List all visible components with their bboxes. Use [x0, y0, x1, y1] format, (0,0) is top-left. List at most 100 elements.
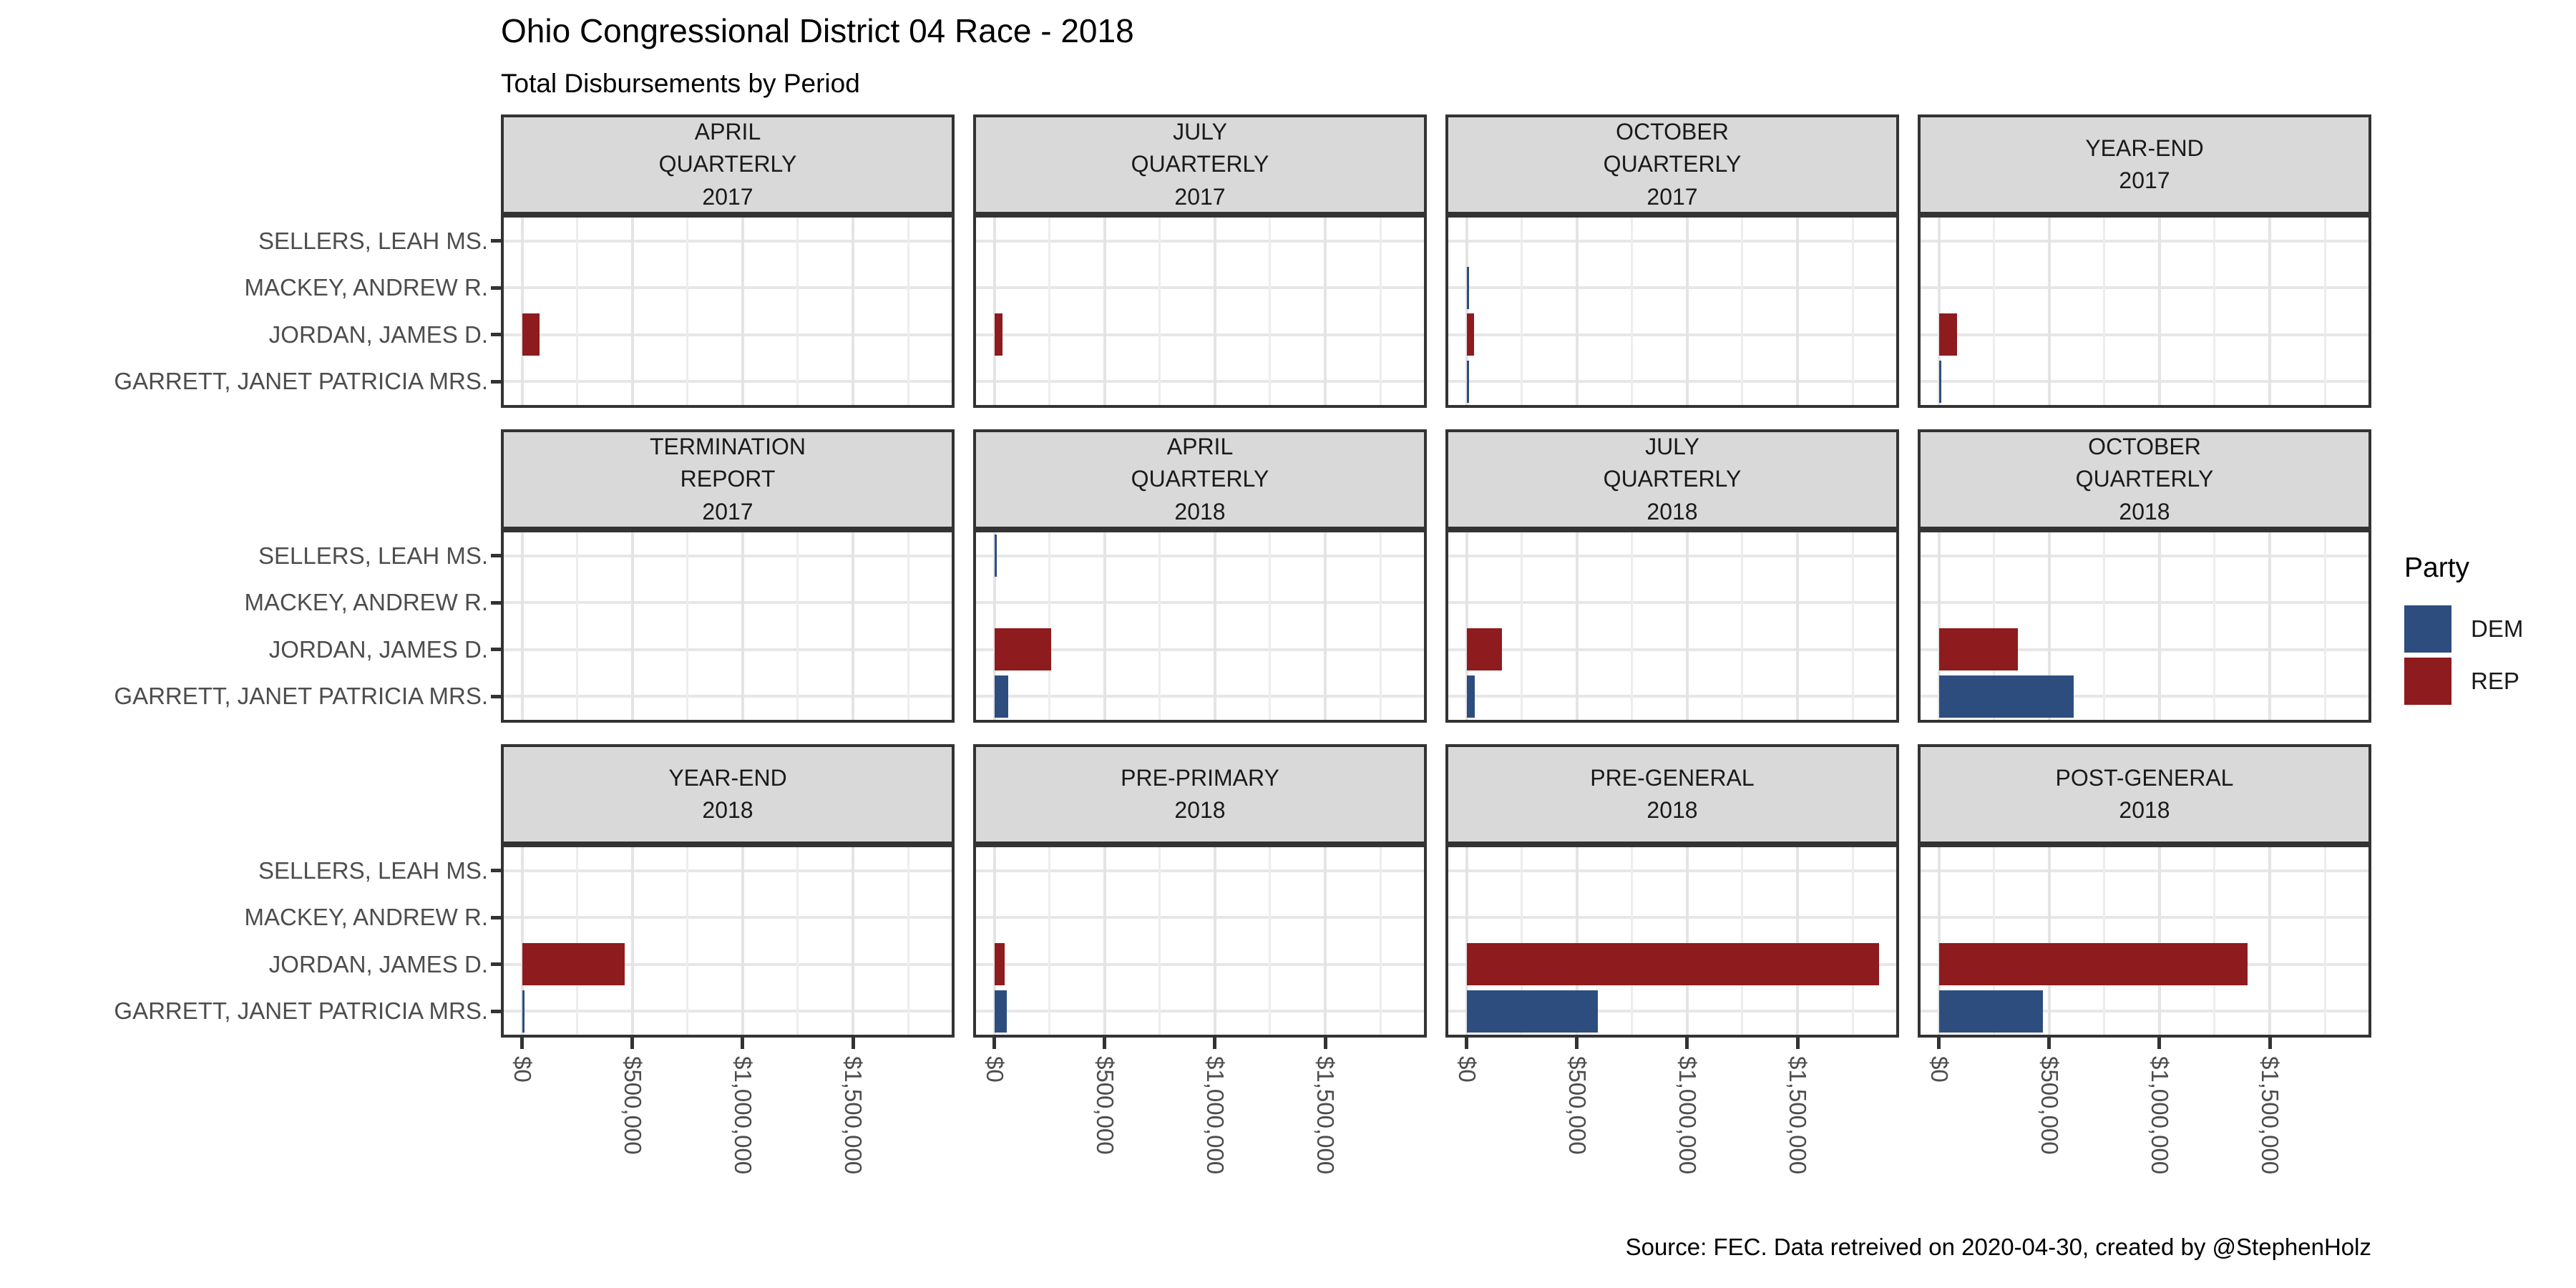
gridline-h — [1448, 869, 1896, 872]
y-axis-tick — [491, 333, 501, 337]
gridline-v-minor — [907, 532, 909, 720]
gridline-h — [1921, 695, 2368, 698]
chart-caption: Source: FEC. Data retreived on 2020-04-3… — [1625, 1234, 2371, 1260]
bar-dem — [994, 990, 1007, 1033]
facet-strip: POST-GENERAL 2018 — [1918, 744, 2371, 844]
gridline-v-major — [741, 847, 744, 1035]
gridline-v-major — [1796, 218, 1800, 405]
facet-strip-line: 2018 — [1646, 498, 1698, 525]
legend-swatch-dem — [2404, 605, 2451, 653]
y-axis-tick — [491, 600, 501, 605]
y-axis-tick — [491, 915, 501, 919]
gridline-h — [976, 869, 1424, 872]
gridline-h — [504, 648, 952, 651]
gridline-v-minor — [1993, 218, 1996, 405]
x-axis-tick-label: $1,000,000 — [2146, 1056, 2173, 1175]
gridline-v-minor — [1993, 847, 1996, 1035]
y-axis-tick — [491, 694, 501, 698]
facet-strip: APRIL QUARTERLY 2018 — [973, 429, 1427, 530]
facet-strip: PRE-GENERAL 2018 — [1445, 744, 1899, 844]
legend-item-label: REP — [2471, 668, 2519, 694]
gridline-v-minor — [1741, 847, 1744, 1035]
gridline-v-minor — [1048, 218, 1051, 405]
gridline-v-major — [992, 218, 996, 405]
x-axis-tick — [1795, 1038, 1800, 1049]
gridline-v-major — [852, 847, 855, 1035]
x-axis-tick-label: $1,500,000 — [2257, 1056, 2284, 1175]
facet-cell: APRIL QUARTERLY 2018 — [973, 429, 1427, 723]
gridline-v-minor — [907, 847, 909, 1035]
y-axis-label: SELLERS, LEAH MS. — [258, 227, 488, 254]
gridline-v-major — [520, 218, 524, 405]
y-axis-label: MACKEY, ANDREW R. — [244, 274, 488, 301]
gridline-v-minor — [1851, 847, 1854, 1035]
x-axis-tick — [1575, 1038, 1579, 1049]
facet-strip-line: TERMINATION — [649, 433, 806, 459]
gridline-h — [1921, 1010, 2368, 1013]
y-axis-label: GARRETT, JANET PATRICIA MRS. — [114, 997, 488, 1025]
bar-rep — [1938, 313, 1958, 356]
facet-strip-line: 2018 — [702, 797, 753, 823]
facet-strip-line: QUARTERLY — [1131, 466, 1269, 492]
facet-strip: PRE-PRIMARY 2018 — [973, 744, 1427, 844]
gridline-h — [504, 962, 952, 966]
gridline-h — [1921, 554, 2368, 557]
facet-strip-line: 2017 — [702, 498, 753, 525]
gridline-v-minor — [1048, 532, 1051, 720]
facet-strip-line: QUARTERLY — [1603, 466, 1742, 492]
gridline-h — [1448, 380, 1896, 384]
bar-rep — [994, 628, 1052, 671]
gridline-v-major — [1685, 532, 1689, 720]
gridline-h — [1448, 916, 1896, 919]
gridline-v-minor — [1158, 847, 1161, 1035]
gridline-h — [976, 239, 1424, 243]
facet-strip: YEAR-END 2017 — [1918, 114, 2371, 215]
facet-cell: OCTOBER QUARTERLY 2017 — [1445, 114, 1899, 408]
facet-strip-line: QUARTERLY — [658, 151, 797, 177]
legend-item-dem: DEM — [2404, 605, 2523, 653]
gridline-v-major — [1213, 847, 1216, 1035]
gridline-h — [976, 333, 1424, 336]
gridline-h — [1448, 286, 1896, 290]
gridline-h — [1448, 239, 1896, 243]
x-axis-tick — [741, 1038, 745, 1049]
facet-strip-line: POST-GENERAL — [2055, 764, 2234, 791]
gridline-v-major — [2047, 218, 2051, 405]
gridline-v-minor — [576, 532, 579, 720]
gridline-h — [1448, 554, 1896, 557]
x-axis-tick — [630, 1038, 635, 1049]
x-axis-tick — [1323, 1038, 1327, 1049]
y-axis-tick — [491, 962, 501, 967]
gridline-v-major — [520, 532, 524, 720]
y-axis-tick — [491, 239, 501, 243]
x-axis-tick-label: $1,500,000 — [1785, 1056, 1812, 1175]
y-axis-tick — [491, 379, 501, 384]
facet-strip-line: 2018 — [2119, 498, 2170, 525]
y-axis-label: SELLERS, LEAH MS. — [258, 857, 488, 884]
gridline-v-minor — [1269, 532, 1272, 720]
gridline-v-minor — [1269, 847, 1272, 1035]
facet-strip: TERMINATION REPORT 2017 — [501, 429, 955, 530]
gridline-v-major — [992, 847, 996, 1035]
y-axis-tick — [491, 554, 501, 558]
gridline-v-minor — [1741, 532, 1744, 720]
gridline-v-major — [2268, 532, 2272, 720]
gridline-v-major — [630, 532, 634, 720]
gridline-v-major — [1324, 218, 1327, 405]
gridline-v-major — [1575, 218, 1579, 405]
gridline-v-minor — [1631, 532, 1634, 720]
gridline-v-minor — [2323, 532, 2326, 720]
facet-strip-line: 2018 — [1174, 797, 1226, 823]
gridline-v-minor — [1521, 847, 1523, 1035]
gridline-h — [1921, 916, 2368, 919]
bar-rep — [994, 313, 1002, 356]
x-axis-tick — [520, 1038, 525, 1049]
gridline-v-major — [1324, 847, 1327, 1035]
gridline-v-minor — [1631, 847, 1634, 1035]
facet-strip-line: QUARTERLY — [2075, 466, 2214, 492]
facet-panel — [973, 530, 1427, 723]
y-axis-label: MACKEY, ANDREW R. — [244, 904, 488, 931]
x-axis-tick — [2047, 1038, 2051, 1049]
gridline-h — [976, 286, 1424, 290]
gridline-v-major — [2047, 847, 2051, 1035]
